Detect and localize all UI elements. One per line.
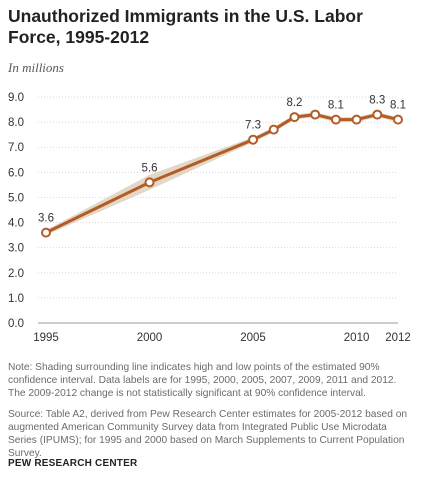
data-labels: 3.6 5.6 7.3 8.2 8.1 8.3 8.1	[38, 95, 406, 225]
data-point	[248, 134, 259, 145]
y-axis-ticks: 0.0 1.0 2.0 3.0 4.0 5.0 6.0 7.0 8.0 9.0	[8, 92, 24, 330]
x-tick-label: 2012	[385, 332, 411, 344]
x-tick-label: 2000	[137, 332, 163, 344]
chart-credit: PEW RESEARCH CENTER	[8, 458, 138, 469]
y-tick-label: 2.0	[8, 268, 24, 280]
y-tick-label: 6.0	[8, 167, 24, 179]
chart-source: Source: Table A2, derived from Pew Resea…	[8, 409, 408, 459]
x-tick-label: 2005	[240, 332, 266, 344]
data-point	[268, 124, 279, 135]
labor-force-line	[44, 113, 400, 235]
y-tick-label: 3.0	[8, 243, 24, 255]
data-label: 8.1	[328, 100, 344, 112]
y-tick-label: 0.0	[8, 318, 24, 330]
chart-title: Unauthorized Immigrants in the U.S. Labo…	[8, 6, 363, 47]
data-point	[310, 109, 321, 120]
chart-subtitle: In millions	[8, 60, 64, 75]
data-point	[144, 177, 155, 188]
data-point	[372, 109, 383, 120]
data-label: 8.3	[369, 95, 385, 107]
x-tick-label: 1995	[33, 332, 59, 344]
x-axis-ticks: 1995 2000 2005 2010 2012	[33, 332, 411, 344]
y-tick-label: 9.0	[8, 92, 24, 104]
line-chart: 3.6 5.6 7.3 8.2 8.1 8.3 8.1 0.0 1.0 2.0 3.0 4.0 5.0…	[8, 92, 411, 344]
data-label: 7.3	[245, 120, 261, 132]
y-tick-label: 5.0	[8, 192, 24, 204]
confidence-interval-band	[46, 112, 398, 236]
data-label: 8.2	[286, 97, 302, 109]
y-tick-label: 7.0	[8, 142, 24, 154]
data-point	[393, 114, 403, 125]
data-point	[41, 227, 51, 238]
y-tick-label: 4.0	[8, 218, 24, 230]
y-tick-label: 8.0	[8, 117, 24, 129]
data-label: 3.6	[38, 213, 54, 225]
chart-note: Note: Shading surrounding line indicates…	[8, 362, 397, 399]
data-point	[330, 114, 341, 125]
data-point	[351, 114, 362, 125]
confidence-band	[46, 112, 398, 236]
y-tick-label: 1.0	[8, 293, 24, 305]
series-line	[44, 113, 400, 235]
data-label: 5.6	[142, 162, 158, 174]
data-point	[289, 112, 300, 123]
data-label: 8.1	[390, 100, 406, 112]
x-tick-label: 2010	[344, 332, 370, 344]
series-points	[41, 109, 403, 238]
